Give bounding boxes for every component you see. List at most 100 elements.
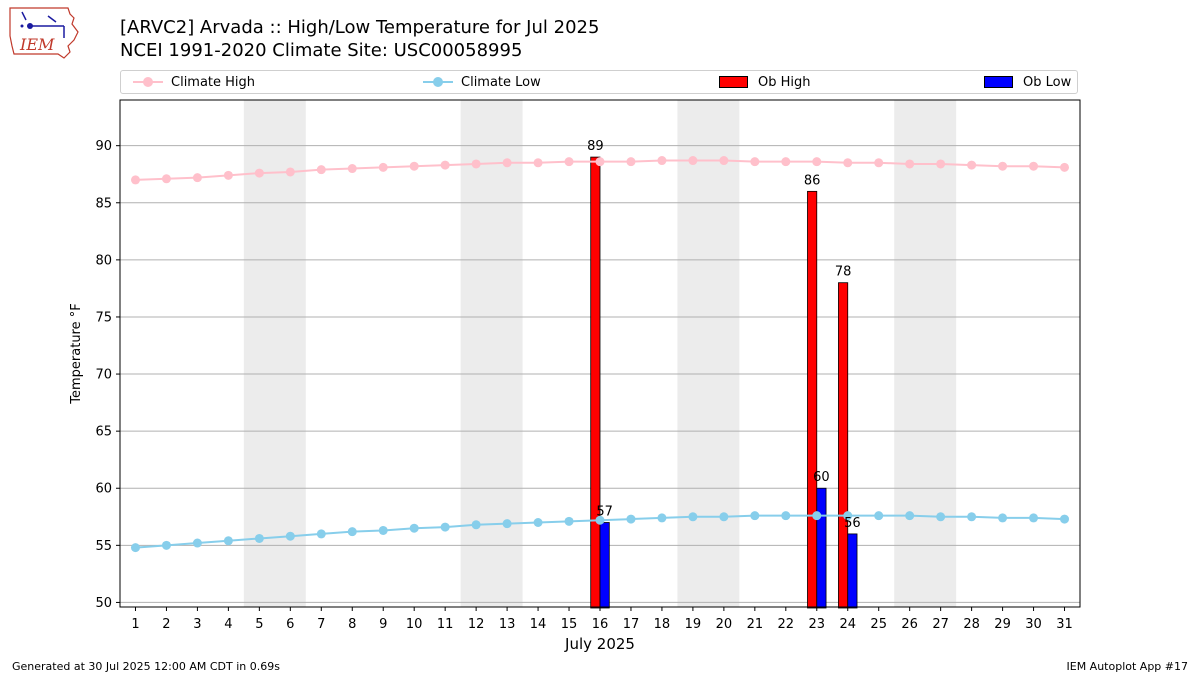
climate-low-point [1060,514,1070,524]
y-tick-label: 60 [95,482,112,497]
climate-low-point [409,523,419,533]
chart-legend: Climate High Climate Low Ob High Ob Low [120,70,1078,94]
ob-low-bar [847,533,858,609]
x-tick-label: 2 [162,617,170,632]
legend-swatch-ob-high [719,76,748,88]
ob-high-bar-label: 78 [835,265,852,280]
x-tick-label: 17 [623,617,640,632]
ob-low-bar [599,522,610,609]
chart-title: [ARVC2] Arvada :: High/Low Temperature f… [120,17,600,38]
legend-label-climate-low: Climate Low [461,74,541,90]
ob-low-bar-label: 60 [813,470,830,485]
climate-low-point [254,533,264,543]
climate-low-point [657,513,667,523]
x-tick-label: 29 [994,617,1011,632]
climate-high-point [471,159,481,169]
climate-low-point [595,515,605,525]
climate-low-point [533,518,543,527]
x-tick-label: 13 [499,617,516,632]
climate-low-point [130,543,140,553]
legend-label-ob-low: Ob Low [1023,74,1072,90]
climate-high-point [1060,162,1070,172]
x-tick-label: 16 [592,617,609,632]
x-tick-label: 14 [530,617,547,632]
y-tick-label: 85 [95,196,112,211]
climate-high-point [595,157,605,167]
climate-low-point [440,522,450,532]
climate-high-point [626,157,636,167]
app-credit: IEM Autoplot App #17 [1066,660,1189,673]
climate-low-point [998,513,1008,523]
x-tick-label: 7 [317,617,325,632]
climate-high-point [1029,161,1039,171]
iem-logo: IEM [8,6,80,60]
y-tick-label: 70 [95,368,112,383]
climate-low-point [471,520,481,530]
climate-low-point [874,511,884,521]
legend-label-climate-high: Climate High [171,74,256,90]
legend-label-ob-high: Ob High [758,74,811,90]
logo-text: IEM [19,35,55,54]
climate-high-point [378,162,388,172]
x-tick-label: 31 [1056,617,1073,632]
climate-high-point [936,159,946,169]
x-tick-label: 22 [778,617,795,632]
climate-high-point [130,175,140,185]
climate-low-point [967,512,977,522]
legend-swatch-climate-low [423,75,453,89]
x-tick-label: 26 [901,617,918,632]
climate-low-point [564,516,574,526]
ob-high-bar [807,190,818,609]
x-tick-label: 10 [406,617,423,632]
climate-high-point [781,157,791,167]
ob-high-bar-label: 86 [804,173,821,188]
x-tick-label: 28 [963,617,980,632]
climate-high-point [285,167,295,177]
x-tick-label: 18 [654,617,671,632]
climate-low-point [316,529,326,539]
climate-low-point [1029,513,1039,523]
ob-high-bar [838,282,849,609]
climate-high-point [254,168,264,178]
climate-high-point [533,158,543,168]
climate-high-point [440,160,450,170]
legend-item-climate-high: Climate High [133,71,255,93]
climate-low-point [781,511,791,521]
climate-low-point [905,511,915,521]
x-tick-label: 12 [468,617,485,632]
climate-low-point [719,512,729,522]
climate-low-point [223,536,233,546]
x-axis-label: July 2025 [564,635,635,653]
climate-high-point [347,164,357,174]
climate-high-point [223,170,233,180]
weekend-band [243,100,306,607]
x-tick-label: 21 [747,617,764,632]
x-tick-label: 6 [286,617,294,632]
climate-low-point [285,531,295,541]
climate-low-point [626,514,636,524]
y-tick-label: 55 [95,539,112,554]
y-tick-label: 90 [95,139,112,154]
ob-high-bar [590,156,601,609]
climate-high-point [843,158,853,168]
weekend-band [460,100,523,607]
climate-low-point [192,538,202,548]
climate-high-point [905,159,915,169]
generated-timestamp: Generated at 30 Jul 2025 12:00 AM CDT in… [12,660,280,673]
climate-low-point [161,540,171,550]
x-tick-label: 9 [379,617,387,632]
climate-low-point [750,511,760,521]
y-axis-label: Temperature °F [69,303,84,404]
plot-frame [119,99,1081,608]
ob-low-bar [816,487,827,609]
climate-low-point [936,512,946,522]
x-tick-label: 15 [561,617,578,632]
ob-low-bar-label: 56 [844,516,861,531]
weekend-band [677,100,740,607]
climate-high-point [812,157,822,167]
x-tick-label: 4 [224,617,232,632]
x-tick-label: 30 [1025,617,1042,632]
x-tick-label: 27 [932,617,949,632]
ob-low-bar-label: 57 [596,505,613,520]
